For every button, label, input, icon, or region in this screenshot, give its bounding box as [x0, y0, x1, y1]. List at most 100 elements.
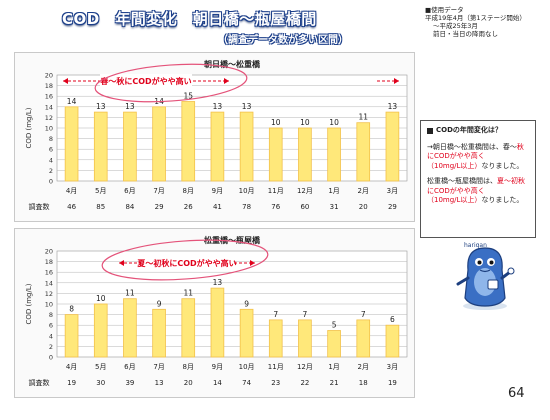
- x-tick-label: 11月: [268, 363, 284, 371]
- x-tick-label: 9月: [212, 363, 223, 371]
- survey-count: 19: [67, 379, 76, 387]
- bar: [210, 287, 225, 358]
- y-tick-label: 16: [45, 93, 53, 101]
- y-tick-label: 20: [45, 248, 53, 256]
- annotation-label: 春～秋にCODがやや高い: [100, 76, 191, 86]
- y-tick-label: 18: [45, 258, 53, 266]
- y-tick-label: 0: [49, 178, 53, 186]
- data-label: 6: [390, 315, 395, 324]
- data-label: 7: [273, 310, 278, 319]
- y-tick-label: 10: [45, 125, 53, 133]
- survey-count: 29: [155, 203, 164, 211]
- x-tick-label: 7月: [153, 363, 164, 371]
- bar: [152, 308, 166, 358]
- data-label: 10: [96, 294, 106, 303]
- data-label: 15: [183, 92, 193, 101]
- bar: [181, 101, 196, 182]
- y-tick-label: 12: [45, 114, 53, 122]
- y-tick-label: 8: [49, 311, 53, 319]
- bar: [64, 314, 79, 358]
- x-tick-label: 2月: [358, 363, 369, 371]
- annotation-arrowhead-icon: [63, 78, 68, 84]
- survey-count: 30: [96, 379, 105, 387]
- chart-heading: 松重橋～瓶屋橋: [204, 235, 261, 245]
- annotation-arrowhead-icon: [224, 78, 229, 84]
- summary-highlight: （10mg/L以上）: [427, 196, 482, 204]
- annotation-label: 夏～初秋にCODがやや高い: [136, 258, 236, 268]
- survey-count-label: 調査数: [29, 378, 50, 387]
- x-tick-label: 4月: [66, 363, 77, 371]
- mascot-label: hariqan: [464, 242, 487, 249]
- x-tick-label: 8月: [183, 187, 194, 195]
- annotation-arrowhead-icon: [250, 260, 255, 266]
- data-label: 13: [213, 102, 223, 111]
- data-label: 11: [183, 289, 193, 298]
- page-number: 64: [508, 386, 525, 401]
- x-tick-label: 10月: [239, 187, 255, 195]
- x-tick-label: 10月: [239, 363, 255, 371]
- summary-highlight: 秋にCODがやや高く: [427, 142, 524, 161]
- summary-box: CODの年間変化は？ →朝日橋～松重橋間は、春～秋にCODがやや高く （10mg/…: [420, 120, 536, 238]
- annotation-circle: [94, 63, 248, 103]
- data-label: 7: [303, 310, 308, 319]
- data-label: 11: [125, 289, 135, 298]
- x-tick-label: 5月: [95, 363, 106, 371]
- bar: [385, 111, 400, 182]
- y-tick-label: 10: [45, 301, 53, 309]
- bar: [268, 319, 283, 358]
- bar: [123, 298, 137, 358]
- survey-count: 14: [213, 379, 222, 387]
- survey-count: 29: [388, 203, 397, 211]
- data-label: 13: [213, 278, 223, 287]
- survey-count: 18: [359, 379, 368, 387]
- x-tick-label: 3月: [387, 363, 398, 371]
- summary-text: なりました。: [481, 196, 524, 204]
- summary-heading-text: CODの年間変化は？: [436, 126, 502, 134]
- survey-count: 76: [271, 203, 280, 211]
- data-label: 7: [361, 310, 366, 319]
- data-note-line: 平成19年4月（第1ステージ開始）: [425, 14, 526, 22]
- data-note: ■使用データ 平成19年4月（第1ステージ開始） ～平成25年3月 前日・当日の…: [425, 6, 526, 38]
- survey-count: 74: [242, 379, 251, 387]
- y-tick-label: 16: [45, 269, 53, 277]
- chart-top-panel: 朝日橋～松重橋 0 2 4 6 8 10 12 14 16 18 20 COD (mg/L) 14 4月 46…: [14, 52, 415, 222]
- summary-paragraph-1: →朝日橋～松重橋間は、春～秋にCODがやや高く （10mg/L以上）なりました。: [427, 143, 529, 172]
- survey-count: 78: [242, 203, 251, 211]
- square-bullet-icon: [427, 127, 433, 134]
- data-label: 8: [69, 305, 74, 314]
- survey-count: 84: [125, 203, 134, 211]
- bar: [152, 106, 166, 182]
- annotation-label-bg: [100, 74, 192, 86]
- data-label: 14: [67, 97, 77, 106]
- x-tick-label: 12月: [297, 363, 313, 371]
- y-tick-label: 14: [45, 103, 53, 111]
- bar: [268, 127, 283, 182]
- summary-text: 松重橋～瓶屋橋間は、: [427, 177, 497, 185]
- x-tick-label: 11月: [268, 187, 284, 195]
- bar: [64, 106, 79, 182]
- survey-count: 23: [271, 379, 280, 387]
- bar: [123, 111, 137, 182]
- y-axis-label: COD (mg/L): [25, 107, 33, 148]
- data-note-line: ■使用データ: [425, 6, 464, 14]
- data-label: 9: [157, 299, 162, 308]
- data-label: 10: [300, 118, 310, 127]
- survey-count: 20: [359, 203, 368, 211]
- bar: [210, 111, 225, 182]
- y-tick-label: 20: [45, 72, 53, 80]
- bar: [356, 319, 371, 358]
- y-tick-label: 12: [45, 290, 53, 298]
- mascot-illustration: hariqan: [456, 242, 515, 310]
- x-tick-label: 9月: [212, 187, 223, 195]
- x-tick-label: 1月: [328, 187, 339, 195]
- survey-count: 26: [184, 203, 193, 211]
- x-tick-label: 1月: [328, 363, 339, 371]
- survey-count: 85: [96, 203, 105, 211]
- data-label: 11: [358, 113, 368, 122]
- data-label: 13: [242, 102, 252, 111]
- survey-count: 60: [300, 203, 309, 211]
- bar: [298, 319, 312, 358]
- y-tick-label: 8: [49, 135, 53, 143]
- bar: [356, 122, 371, 182]
- survey-count: 31: [330, 203, 339, 211]
